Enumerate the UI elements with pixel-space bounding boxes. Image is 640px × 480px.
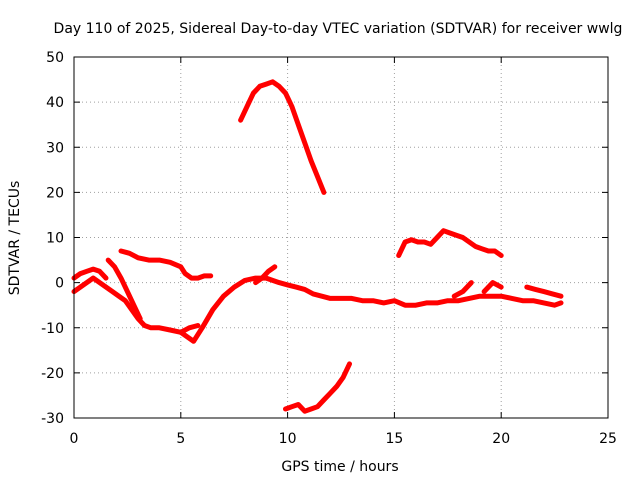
x-tick-label: 5 [176,431,185,447]
y-tick-label: 20 [46,185,64,201]
y-tick-label: -10 [41,321,64,337]
series-line-arc-9 [396,228,504,258]
y-tick-label: 10 [46,231,64,247]
series-line-arc-5 [178,275,564,344]
series-line-arc-4 [118,248,214,281]
series-line-arc-11 [481,280,504,295]
series-line-arc-2 [71,266,109,281]
y-tick-label: 30 [46,140,64,156]
x-axis-title: GPS time / hours [281,459,398,475]
x-tick-label: 25 [599,431,617,447]
series-line-arc-12 [524,284,564,299]
x-tick-label: 15 [385,431,403,447]
series-line-arc-3 [105,257,143,322]
x-tick-label: 20 [492,431,510,447]
y-tick-label: 50 [46,50,64,66]
series-line-arc-7 [238,79,327,195]
y-tick-label: -30 [41,411,64,427]
y-tick-label: -20 [41,366,64,382]
y-tick-label: 40 [46,95,64,111]
tick-layer: 0 5 10 15 20 25 -30 -20 -10 0 10 20 30 40 50 [41,50,617,447]
x-tick-label: 0 [70,431,79,447]
chart-title: Day 110 of 2025, Sidereal Day-to-day VTE… [54,21,623,37]
grid-layer [74,57,608,418]
series-line-arc-1 [71,275,201,335]
series-layer [71,79,564,414]
series-line-arc-6 [253,264,278,286]
y-axis-title: SDTVAR / TECUs [7,181,23,296]
series-line-arc-10 [451,280,474,299]
y-tick-label: 0 [55,276,64,292]
series-line-arc-8 [283,361,352,414]
x-tick-label: 10 [279,431,297,447]
